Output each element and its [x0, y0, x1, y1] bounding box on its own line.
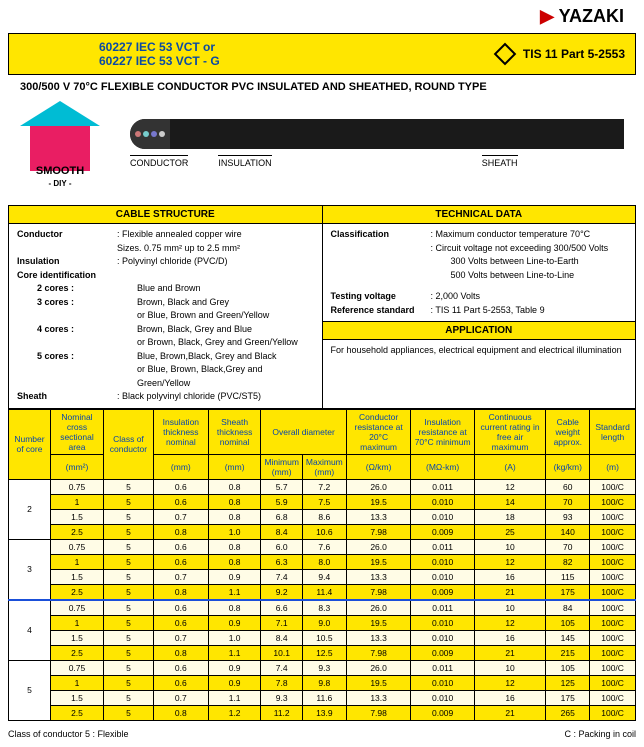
- tis-badge: TIS 11 Part 5-2553: [497, 40, 625, 68]
- technical-data-col: TECHNICAL DATA Classification: Maximum c…: [323, 206, 636, 408]
- cable-diagram: CONDUCTOR INSULATION SHEATH: [130, 119, 624, 179]
- table-row: 150.60.97.19.019.50.01012105100/C: [9, 615, 636, 630]
- table-row: 30.7550.60.86.07.626.00.0111070100/C: [9, 539, 636, 554]
- table-row: 2.550.81.19.211.47.980.00921175100/C: [9, 584, 636, 600]
- product-code: 60227 IEC 53 VCT or 60227 IEC 53 VCT - G: [19, 40, 497, 68]
- table-row: 2.550.81.110.112.57.980.00921215100/C: [9, 645, 636, 660]
- table-row: 150.60.86.38.019.50.0101282100/C: [9, 554, 636, 569]
- table-row: 20.7550.60.85.77.226.00.0111260100/C: [9, 479, 636, 494]
- table-row: 40.7550.60.86.68.326.00.0111084100/C: [9, 600, 636, 616]
- table-row: 2.550.81.08.410.67.980.00925140100/C: [9, 524, 636, 539]
- table-row: 1.550.70.86.88.613.30.0101893100/C: [9, 509, 636, 524]
- application-head: APPLICATION: [323, 321, 636, 340]
- footer-right: C : Packing in coil: [564, 729, 636, 739]
- cable-structure-col: CABLE STRUCTURE Conductor: Flexible anne…: [9, 206, 323, 408]
- tis-icon: [494, 43, 517, 66]
- smooth-diy-logo: SMOOTH- DIY -: [20, 109, 100, 189]
- table-row: 2.550.81.211.213.97.980.00921265100/C: [9, 705, 636, 720]
- table-row: 50.7550.60.97.49.326.00.01110105100/C: [9, 660, 636, 675]
- footer-left: Class of conductor 5 : Flexible: [8, 729, 129, 739]
- table-row: 1.550.71.08.410.513.30.01016145100/C: [9, 630, 636, 645]
- diagram-area: SMOOTH- DIY - CONDUCTOR INSULATION SHEAT…: [8, 99, 636, 205]
- subtitle: 300/500 V 70°C FLEXIBLE CONDUCTOR PVC IN…: [8, 75, 636, 99]
- brand-logo: ▶ YAZAKI: [0, 0, 644, 33]
- application-text: For household appliances, electrical equ…: [323, 340, 636, 362]
- footer: Class of conductor 5 : Flexible C : Pack…: [8, 729, 636, 739]
- spec-table: Number of core Nominal cross sectional a…: [8, 409, 636, 721]
- table-row: 1.550.71.19.311.613.30.01016175100/C: [9, 690, 636, 705]
- table-row: 150.60.97.89.819.50.01012125100/C: [9, 675, 636, 690]
- technical-head: TECHNICAL DATA: [323, 206, 636, 224]
- table-row: 150.60.85.97.519.50.0101470100/C: [9, 494, 636, 509]
- title-bar: 60227 IEC 53 VCT or 60227 IEC 53 VCT - G…: [8, 33, 636, 75]
- structure-head: CABLE STRUCTURE: [9, 206, 322, 224]
- info-grid: CABLE STRUCTURE Conductor: Flexible anne…: [8, 205, 636, 409]
- table-row: 1.550.70.97.49.413.30.01016115100/C: [9, 569, 636, 584]
